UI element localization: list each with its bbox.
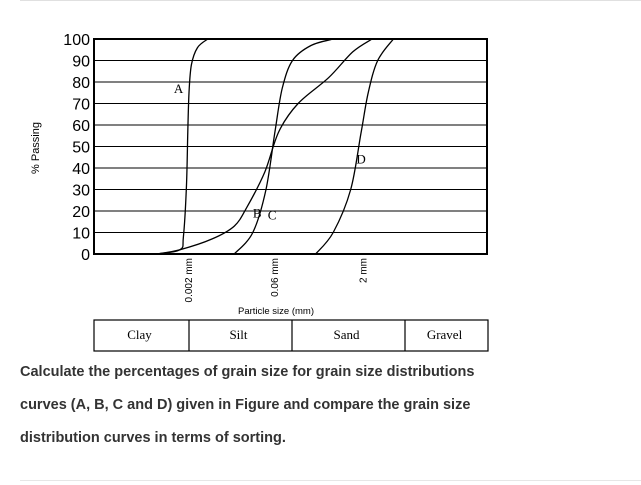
- x-axis-label: Particle size (mm): [238, 306, 314, 317]
- curve-a: [156, 38, 209, 255]
- curve-b: [156, 38, 373, 255]
- curve-labels: A B C D: [174, 81, 366, 223]
- class-gravel: Gravel: [427, 327, 463, 342]
- curve-c: [233, 38, 334, 255]
- x-reference-label: 0.06 mm: [270, 258, 281, 297]
- question-line-3: distribution curves in terms of sorting.: [20, 430, 286, 446]
- y-tick-label: 20: [72, 204, 90, 221]
- y-tick-label: 100: [63, 32, 90, 49]
- question-line-2: curves (A, B, C and D) given in Figure a…: [20, 397, 471, 413]
- class-silt: Silt: [229, 327, 247, 342]
- curve-label-a: A: [174, 81, 184, 96]
- y-tick-label: 90: [72, 54, 90, 71]
- y-tick-label: 40: [72, 161, 90, 178]
- y-tick-label: 60: [72, 118, 90, 135]
- y-tick-label: 30: [72, 183, 90, 200]
- y-tick-labels: 0 10 20 30 40 50 60 70 80 90 100: [63, 32, 90, 264]
- gridlines: [94, 60, 487, 233]
- grain-size-chart: % Passing 0 10 20 30 40 50 60 70 80 90 100 A B C D 0.…: [30, 32, 489, 352]
- classification-bar: Clay Silt Sand Gravel: [93, 319, 489, 352]
- class-clay: Clay: [127, 327, 152, 342]
- curve-label-b: B: [253, 205, 262, 220]
- classification-frame: [93, 319, 489, 352]
- y-axis-label: % Passing: [30, 122, 42, 174]
- y-tick-label: 80: [72, 75, 90, 92]
- y-tick-label: 10: [72, 226, 90, 243]
- y-tick-label: 0: [81, 247, 90, 264]
- x-reference-labels: 0.002 mm 0.06 mm 2 mm: [184, 258, 370, 302]
- curve-label-d: D: [356, 152, 365, 167]
- top-divider: [20, 0, 641, 1]
- y-tick-label: 70: [72, 97, 90, 114]
- class-sand: Sand: [334, 327, 361, 342]
- plot-frame: [93, 38, 488, 255]
- question-line-1: Calculate the percentages of grain size …: [20, 364, 475, 380]
- x-reference-label: 2 mm: [359, 258, 370, 283]
- curve-d: [315, 38, 394, 255]
- x-reference-label: 0.002 mm: [184, 258, 195, 302]
- bottom-divider: [20, 480, 641, 481]
- curve-label-c: C: [268, 208, 277, 223]
- curves: [156, 38, 394, 255]
- y-tick-label: 50: [72, 140, 90, 157]
